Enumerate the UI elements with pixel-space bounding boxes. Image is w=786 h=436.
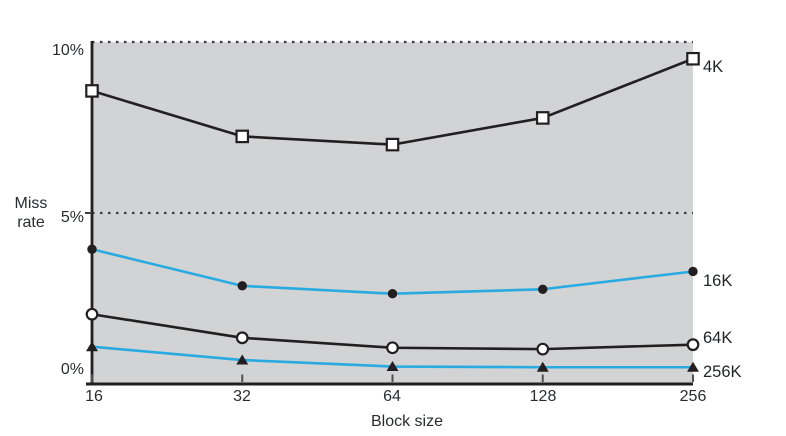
marker-4K-32 — [235, 129, 250, 144]
marker-16K-64 — [387, 289, 398, 299]
marker-64K-128 — [536, 342, 550, 356]
marker-16K-32 — [237, 281, 247, 291]
marker-16K-256 — [688, 266, 698, 277]
marker-16K-16 — [87, 244, 97, 254]
series-label-16k: 16K — [703, 272, 733, 290]
marker-4K-256 — [686, 51, 700, 66]
marker-256K-32 — [236, 354, 249, 365]
marker-256K-128 — [536, 361, 549, 372]
y-tick-label-10: 10% — [51, 42, 84, 59]
x-tick-label-64: 64 — [383, 388, 401, 405]
marker-4K-64 — [385, 137, 400, 152]
x-tick-label-32: 32 — [233, 388, 251, 405]
marker-4K-128 — [535, 111, 550, 125]
y-axis-title: Miss rate — [14, 195, 48, 231]
marker-64K-16 — [85, 307, 99, 321]
marker-64K-64 — [386, 341, 399, 355]
x-tick-label-128: 128 — [529, 388, 557, 405]
x-axis-title: Block size — [370, 413, 444, 430]
series-label-64k: 64K — [703, 329, 733, 347]
x-tick-label-256: 256 — [679, 388, 707, 405]
marker-64K-256 — [686, 338, 700, 352]
y-tick-label-5: 5% — [60, 209, 84, 226]
marker-64K-32 — [235, 331, 249, 345]
y-tick-label-0: 0% — [60, 361, 84, 378]
series-label-4k: 4K — [703, 58, 724, 76]
marker-16K-128 — [538, 284, 548, 294]
marker-4K-16 — [85, 84, 99, 98]
marker-256K-256 — [687, 361, 699, 372]
series-label-256k: 256K — [703, 363, 742, 381]
marker-256K-64 — [386, 361, 399, 372]
x-tick-label-16: 16 — [85, 388, 103, 405]
marker-256K-16 — [86, 341, 98, 352]
